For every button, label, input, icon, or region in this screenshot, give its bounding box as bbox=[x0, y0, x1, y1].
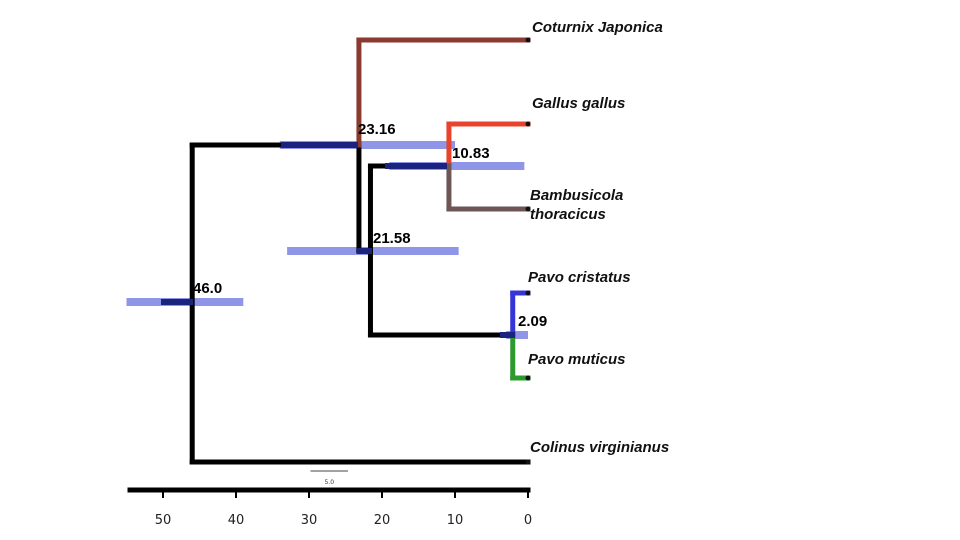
axis-tick-label-0: 0 bbox=[524, 513, 532, 528]
axis-tick-label-20: 20 bbox=[374, 513, 391, 528]
taxon-label-pavo_cristatus: Pavo cristatus bbox=[528, 269, 631, 286]
hpd-bar-n1083 bbox=[389, 162, 525, 170]
tip-dot-pavo_cristatus bbox=[525, 290, 531, 296]
taxon-label-bambusicola: Bambusicola bbox=[530, 187, 623, 204]
hpd-core-n2158 bbox=[357, 248, 372, 254]
taxon-label-colinus: Colinus virginianus bbox=[530, 439, 669, 456]
labels: Coturnix Japonica Gallus gallus Bambusicol… bbox=[193, 19, 669, 456]
tip-dot-coturnix bbox=[525, 37, 531, 43]
taxon-label-pavo_muticus: Pavo muticus bbox=[528, 351, 626, 368]
taxon-label-gallus: Gallus gallus bbox=[532, 95, 625, 112]
node-age-n2316: 23.16 bbox=[358, 121, 396, 138]
taxon-label-bambusicola-line2: thoracicus bbox=[530, 206, 606, 223]
node-age-root: 46.0 bbox=[193, 280, 222, 297]
scale-bar-label: 5.0 bbox=[324, 479, 334, 486]
hpd-core-n1083 bbox=[385, 163, 447, 169]
hpd-core-n2316 bbox=[281, 142, 358, 148]
axis-tick-label-40: 40 bbox=[228, 513, 245, 528]
axis-tick-label-50: 50 bbox=[155, 513, 172, 528]
axis-tick-label-30: 30 bbox=[301, 513, 318, 528]
hpd-bar-n209 bbox=[506, 331, 528, 339]
hpd-cores bbox=[161, 142, 515, 338]
axis-tick-label-10: 10 bbox=[447, 513, 464, 528]
tip-dot-bambusicola bbox=[525, 206, 531, 212]
taxon-label-coturnix: Coturnix Japonica bbox=[532, 19, 663, 36]
hpd-core-n209 bbox=[500, 332, 515, 338]
tip-dot-pavo_muticus bbox=[525, 375, 531, 381]
node-age-n2158: 21.58 bbox=[373, 230, 411, 247]
hpd-bars bbox=[126, 141, 528, 339]
node-age-n209: 2.09 bbox=[518, 313, 547, 330]
tip-dot-gallus bbox=[525, 121, 531, 127]
hpd-core-root bbox=[161, 299, 193, 305]
tip-dot-colinus bbox=[525, 459, 531, 465]
time-axis: 5.0 50 40 30 20 10 0 bbox=[127, 470, 532, 528]
hpd-bar-n2316 bbox=[279, 141, 455, 149]
node-age-n1083: 10.83 bbox=[452, 145, 490, 162]
